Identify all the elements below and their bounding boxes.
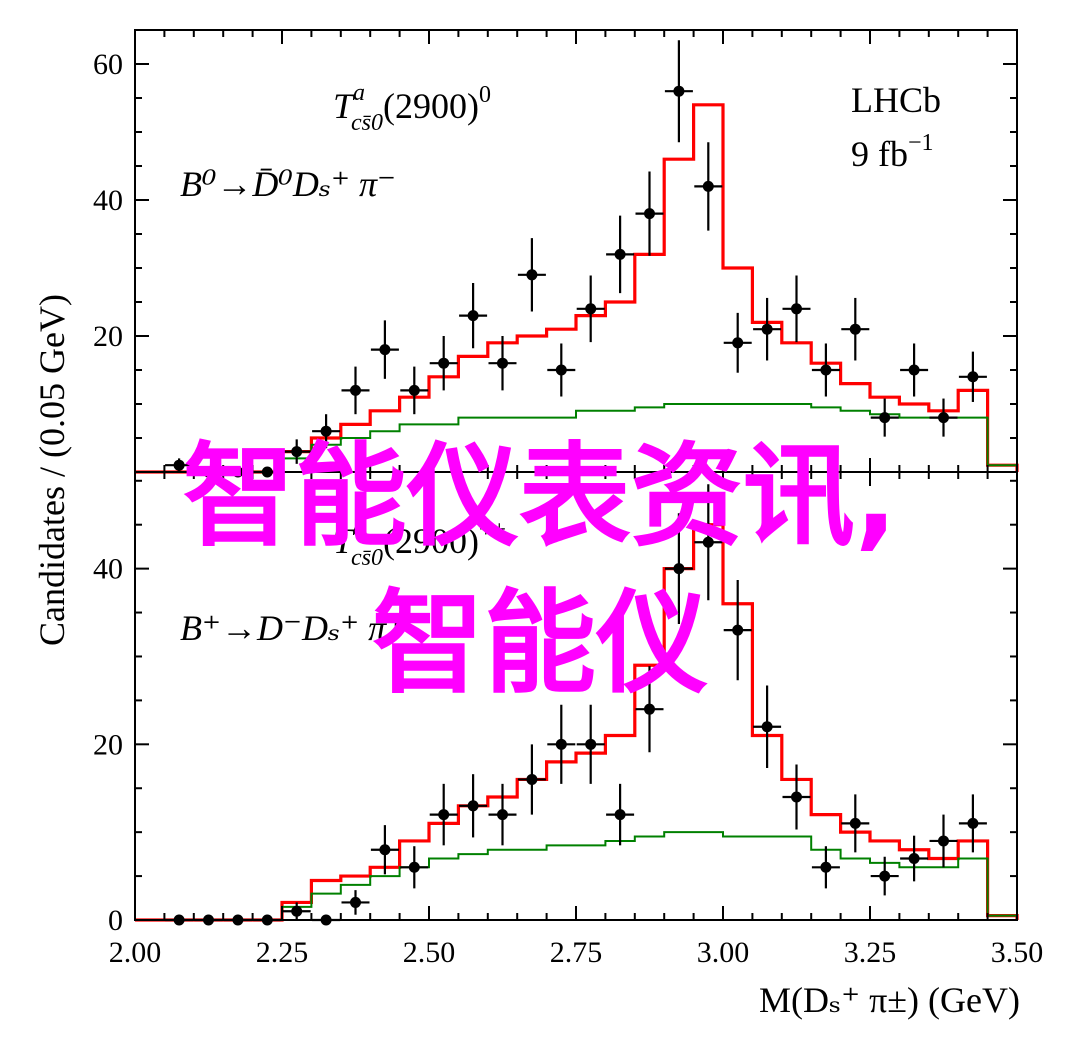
top-data-point — [811, 343, 840, 397]
bottom-data-point — [811, 846, 840, 889]
top-panel: 20 40 60 Ta cs̄0(2900)0 B⁰→D̄⁰Dₛ⁺ π⁻ LHCb 9… — [93, 29, 1019, 478]
top-data-point — [841, 297, 870, 361]
top-data-point — [635, 171, 664, 256]
top-data-point — [282, 439, 311, 464]
x-tick-label: 3.00 — [697, 936, 750, 969]
bottom-data-point — [606, 783, 635, 846]
bottom-data-point — [694, 484, 723, 601]
x-tick-label: 3.50 — [991, 936, 1044, 969]
top-plot-area — [135, 40, 1019, 478]
luminosity-label: 9 fb−1 — [851, 130, 934, 174]
top-data-point — [517, 238, 546, 312]
top-data-point — [782, 275, 811, 343]
bottom-data-point — [576, 704, 605, 784]
x-axis-label: M(Dₛ⁺ π±) (GeV) — [759, 980, 1020, 1020]
top-fit-total-line — [135, 103, 1019, 474]
bottom-data-point — [547, 704, 576, 784]
y-axis-label: Candidates / (0.05 GeV) — [32, 294, 72, 646]
top-data-point — [547, 343, 576, 397]
bottom-x-ticks: 2.00 2.25 2.50 2.75 3.00 3.25 3.50 — [109, 472, 1044, 969]
bottom-data-point — [929, 814, 958, 868]
bottom-data-point — [635, 666, 664, 753]
x-tick-label: 2.25 — [256, 936, 309, 969]
top-data-point — [606, 215, 635, 294]
top-data-point — [341, 366, 370, 415]
bottom-data-point — [841, 794, 870, 853]
bottom-data-point — [753, 685, 782, 769]
bottom-ytick-label: 0 — [108, 904, 123, 937]
top-data-point — [400, 366, 429, 415]
bottom-data-point — [341, 890, 370, 915]
bottom-decay-label: B⁺→D⁻Dₛ⁺ π⁺ — [180, 608, 405, 648]
experiment-label: LHCb — [851, 80, 941, 120]
bottom-data-point — [400, 846, 429, 889]
bottom-panel: 0 20 40 2.00 2.25 2.50 2.75 3.00 3.25 3.50 Ta cs̄… — [93, 471, 1044, 1020]
bottom-data-point — [282, 902, 311, 920]
x-tick-label: 3.25 — [844, 936, 897, 969]
top-data-point — [929, 398, 958, 437]
x-tick-label: 2.75 — [550, 936, 603, 969]
top-ytick-label: 60 — [93, 48, 123, 81]
bottom-data-point — [517, 744, 546, 815]
top-data-point — [165, 458, 194, 472]
bottom-y-ticks: 0 20 40 — [93, 479, 1017, 937]
watermark-line-1: 智能仪表资讯, — [183, 432, 898, 562]
top-data-point — [753, 297, 782, 361]
top-data-point — [958, 351, 987, 402]
top-particle-label: Ta cs̄0(2900)0 — [333, 80, 491, 136]
bottom-data-point — [429, 783, 458, 846]
bottom-ytick-label: 40 — [93, 553, 123, 586]
top-data-point — [900, 343, 929, 397]
top-data-point — [488, 336, 517, 391]
top-ytick-label: 20 — [93, 320, 123, 353]
bottom-data-point — [370, 825, 399, 875]
bottom-data-point — [664, 513, 693, 624]
bottom-data-point — [488, 783, 517, 846]
top-ytick-label: 40 — [93, 184, 123, 217]
top-y-ticks: 20 40 60 — [93, 29, 1017, 473]
bottom-data-point — [782, 764, 811, 830]
bottom-ytick-label: 20 — [93, 728, 123, 761]
top-data-point — [576, 275, 605, 343]
bottom-data-point — [900, 835, 929, 882]
top-data-point — [459, 282, 488, 349]
top-decay-label: B⁰→D̄⁰Dₛ⁺ π⁻ — [180, 164, 396, 204]
top-data-point — [429, 336, 458, 391]
watermark: 智能仪表资讯, 智能仪 — [183, 432, 898, 709]
x-tick-label: 2.00 — [109, 936, 162, 969]
top-data-point — [723, 312, 752, 373]
top-data-point — [694, 142, 723, 231]
bottom-fit-background-line — [135, 831, 1018, 921]
bottom-data-point — [958, 794, 987, 853]
watermark-line-2: 智能仪 — [372, 579, 708, 709]
top-data-point — [370, 320, 399, 379]
bottom-data-point — [723, 580, 752, 681]
bottom-particle-label: Ta cs̄0(2900)++ — [333, 515, 506, 571]
top-data-point — [664, 40, 693, 143]
top-data-point — [312, 414, 341, 449]
bottom-fit-total-line — [135, 523, 1019, 922]
bottom-data-point — [459, 774, 488, 838]
top-x-ticks — [134, 30, 1018, 472]
x-tick-label: 2.50 — [403, 936, 456, 969]
top-data-point — [870, 398, 899, 437]
bottom-data-point — [870, 856, 899, 896]
